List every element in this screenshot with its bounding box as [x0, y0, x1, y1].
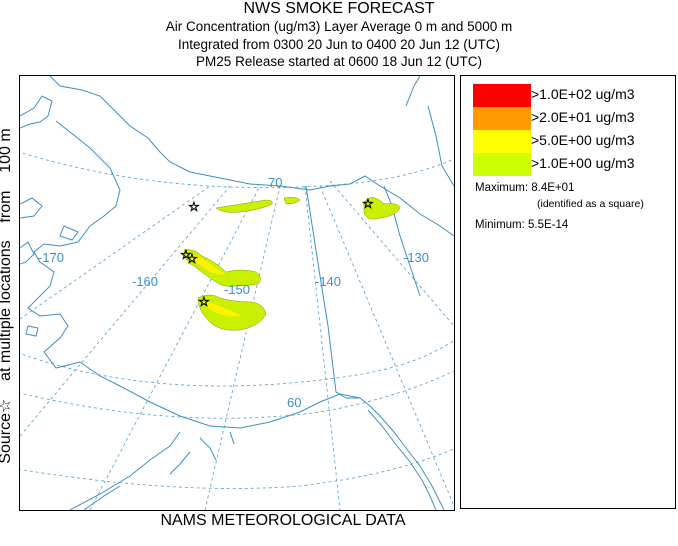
plume-north: [215, 199, 273, 213]
maximum-note: (identified as a square): [537, 198, 644, 210]
latitude-label: 60: [287, 395, 301, 410]
map-canvas: ☆ ☆ ☆ ☆ ☆ -170 -160 -150 -140 -130 70 60: [20, 76, 454, 510]
plume-south-core: [202, 302, 242, 317]
latitude-label: 70: [268, 175, 282, 190]
legend-label: >1.0E+02 ug/m3: [531, 86, 635, 102]
plume-northeast: [363, 197, 401, 220]
plume-north-small: [283, 197, 301, 205]
longitude-label: -140: [315, 274, 341, 289]
plume-central: [183, 249, 261, 287]
longitude-label: -150: [224, 282, 250, 297]
meteorological-data-label: NAMS METEOROLOGICAL DATA: [160, 512, 406, 529]
plume-central-core: [190, 254, 226, 275]
legend-swatch: [473, 84, 531, 107]
smoke-plumes: [183, 197, 401, 331]
legend-panel: >1.0E+02 ug/m3 >2.0E+01 ug/m3 >5.0E+00 u…: [460, 75, 676, 509]
legend-swatch: [473, 107, 531, 130]
legend-label: >1.0E+00 ug/m3: [531, 155, 635, 171]
coastline: [20, 76, 454, 510]
maximum-value: Maximum: 8.4E+01: [475, 182, 575, 194]
longitude-label: -130: [403, 250, 429, 265]
source-star-icon: ☆: [198, 294, 210, 309]
longitude-grid: [20, 180, 454, 510]
release-info: PM25 Release started at 0600 18 Jun 12 (…: [196, 54, 482, 69]
source-star-icon: ☆: [188, 199, 200, 214]
smoke-map[interactable]: ☆ ☆ ☆ ☆ ☆ -170 -160 -150 -140 -130 70 60: [19, 75, 455, 511]
integration-period: Integrated from 0300 20 Jun to 0400 20 J…: [178, 37, 500, 52]
source-markers: ☆ ☆ ☆ ☆ ☆: [180, 196, 374, 310]
longitude-label: -160: [132, 274, 158, 289]
source-star-icon: ☆: [362, 196, 374, 211]
source-star-icon: ☆: [186, 251, 198, 266]
minimum-value: Minimum: 5.5E-14: [475, 219, 569, 231]
legend-swatch: [473, 153, 531, 176]
concentration-subtitle: Air Concentration (ug/m3) Layer Average …: [165, 19, 513, 34]
legend-label: >2.0E+01 ug/m3: [531, 109, 635, 125]
longitude-label: -170: [38, 250, 64, 265]
source-star-icon: ☆: [180, 247, 192, 262]
legend-swatch: [473, 130, 531, 153]
border-line: [305, 185, 360, 399]
source-side-label: Source☆ at multiple locations from 100 m: [0, 128, 14, 464]
legend-label: >5.0E+00 ug/m3: [531, 132, 635, 148]
grid-labels: -170 -160 -150 -140 -130 70 60: [38, 175, 429, 410]
forecast-title: NWS SMOKE FORECAST: [243, 0, 435, 17]
